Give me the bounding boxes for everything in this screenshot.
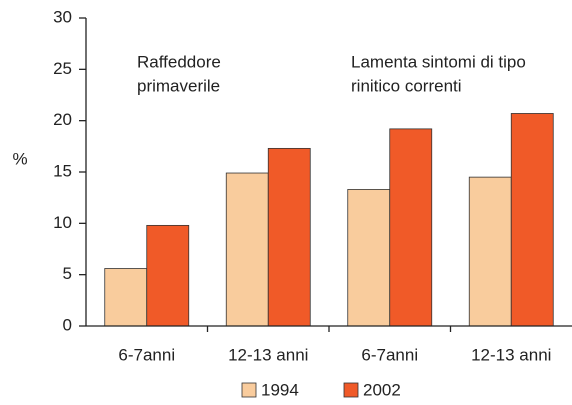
y-tick-label: 20: [53, 110, 72, 129]
x-tick-label: 6-7anni: [118, 345, 175, 364]
y-tick-label: 15: [53, 161, 72, 180]
y-tick-label: 5: [63, 264, 72, 283]
bar: [389, 128, 433, 327]
legend-swatch: [343, 382, 359, 398]
bar: [510, 113, 554, 327]
y-axis-label: %: [12, 149, 27, 168]
bar: [146, 224, 190, 327]
legend-swatch: [241, 382, 257, 398]
bar: [267, 147, 311, 327]
annotation: primaverile: [137, 76, 220, 95]
annotation: rinitico correnti: [351, 76, 462, 95]
x-tick-label: 12-13 anni: [471, 345, 551, 364]
y-tick-label: 10: [53, 213, 72, 232]
y-tick-label: 0: [63, 315, 72, 334]
x-tick-label: 12-13 anni: [228, 345, 308, 364]
x-tick-label: 6-7anni: [361, 345, 418, 364]
bar: [468, 176, 512, 327]
y-tick-label: 25: [53, 59, 72, 78]
bar: [347, 189, 391, 327]
bar: [104, 268, 148, 327]
legend-label: 2002: [363, 380, 401, 399]
legend-label: 1994: [261, 380, 299, 399]
annotation: Raffeddore: [137, 52, 221, 71]
y-tick-label: 30: [53, 7, 72, 26]
annotation: Lamenta sintomi di tipo: [351, 52, 526, 71]
bar: [225, 172, 269, 327]
